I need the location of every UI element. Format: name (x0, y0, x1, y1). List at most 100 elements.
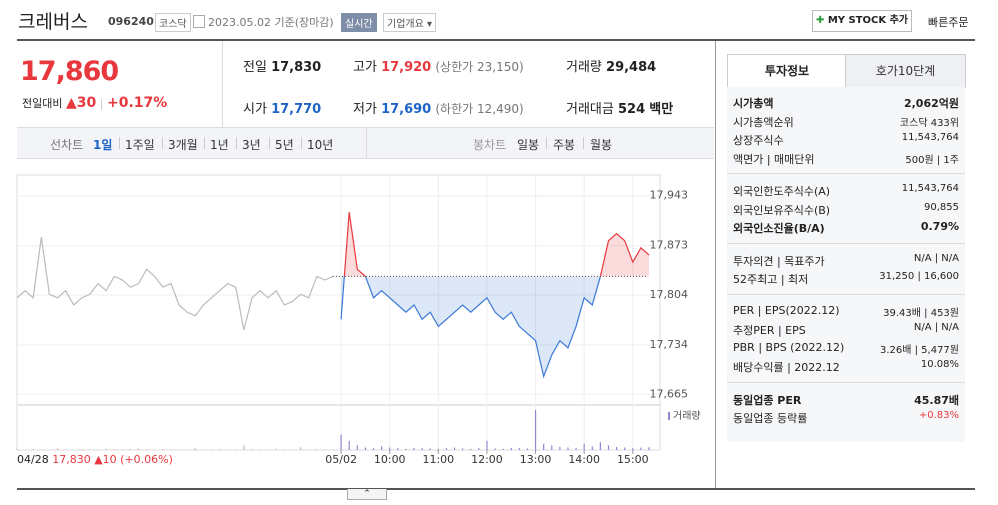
summary-amount: 거래대금 524 백만 (566, 98, 673, 117)
volume-bar (381, 446, 383, 450)
volume-bar (413, 447, 415, 450)
volume-bar (397, 448, 399, 450)
y-tick-label: 17,665 (650, 387, 689, 400)
plot-frame (16, 174, 661, 451)
tab[interactable]: 주봉 (553, 138, 576, 152)
info-value: 3.26배 | 5,477원 (879, 344, 959, 356)
realtime-button[interactable]: 실시간 (341, 13, 377, 32)
value: 17,770 (271, 102, 322, 117)
info-value: 코스닥 433위 (899, 117, 959, 129)
volume-bar (494, 448, 496, 450)
lower-limit: (하한가 12,490) (435, 102, 524, 116)
collapse-button[interactable]: ⌃ (347, 489, 387, 500)
tab[interactable]: 일봉 (517, 138, 540, 152)
volume-bar (275, 448, 277, 450)
separator (204, 137, 205, 149)
section-divider (727, 242, 965, 244)
info-label: 투자의견 | 목표주가 (733, 254, 825, 268)
info-label: 외국인한도주식수(A) (733, 185, 831, 198)
y-tick-label: 17,804 (650, 288, 689, 301)
volume-bar (137, 448, 140, 450)
tab[interactable]: 3년 (242, 138, 261, 152)
value: 29,484 (606, 60, 657, 75)
volume-bar (235, 449, 237, 450)
tab[interactable]: 투자정보 (727, 54, 847, 87)
info-value: 39.43배 | 453원 (883, 307, 959, 319)
mystock-button[interactable]: ✚ MY STOCK 추가 (812, 10, 912, 32)
volume-bar (56, 448, 59, 450)
volume-bar (607, 445, 610, 450)
value: 17,690 (381, 102, 432, 117)
change: 30 (76, 95, 97, 111)
mystock-label: MY STOCK 추가 (827, 15, 909, 26)
volume-bar (186, 449, 188, 450)
volume-bar (615, 446, 618, 450)
summary-volume: 거래량 29,484 (566, 56, 656, 75)
volume-bar (640, 447, 642, 450)
volume-bar (299, 447, 302, 450)
volume-bar (243, 445, 245, 450)
summary-high: 고가 17,920 (상한가 23,150) (353, 56, 524, 75)
volume-bar (518, 448, 520, 450)
volume-bar (551, 445, 553, 450)
change-label: 전일대비 (22, 97, 63, 110)
info-label: 추정PER | EPS (733, 324, 806, 337)
volume-bar (567, 447, 569, 450)
volume-bar (437, 448, 439, 450)
tab[interactable]: 1일 (93, 138, 113, 152)
tab[interactable]: 월봉 (590, 138, 613, 152)
volume-bar (583, 443, 585, 450)
date: 04/28 (17, 453, 49, 466)
separator (546, 137, 547, 149)
volume-bar (356, 445, 358, 450)
volume-bar (316, 449, 318, 450)
volume-bar (364, 447, 367, 450)
volume-bar (170, 449, 172, 450)
tab[interactable]: 10년 (307, 138, 334, 152)
legend-swatch (668, 412, 670, 420)
volume-bar (405, 448, 407, 450)
y-tick-label: 17,943 (650, 189, 689, 202)
divider (366, 128, 367, 158)
quick-order[interactable]: 빠른주문 (928, 16, 969, 29)
info-label: 상장주식수 (733, 134, 784, 147)
info-label: PBR | BPS (2022.12) (733, 340, 845, 354)
info-value: 500원 | 1주 (905, 154, 959, 166)
info-value: 31,250 | 16,600 (879, 271, 959, 282)
tab[interactable]: 5년 (275, 138, 294, 152)
label: 시가 (243, 102, 267, 117)
volume-bar (632, 448, 634, 450)
tab[interactable]: 1년 (210, 138, 229, 152)
volume-bar (453, 447, 456, 450)
summary-open: 시가 17,770 (243, 98, 321, 117)
info-label: 배당수익률 | 2022.12 (733, 361, 840, 374)
x-tick-label: 05/02 (325, 453, 357, 466)
volume-bar (559, 446, 561, 450)
stock-code: 096240 (108, 15, 154, 28)
separator (119, 137, 120, 149)
volume-bar (218, 449, 221, 450)
tab[interactable]: 1주일 (125, 138, 155, 152)
volume-bar (624, 447, 626, 450)
volume-bar (129, 449, 132, 450)
legend-label: 거래량 (673, 410, 701, 422)
volume-bar (534, 410, 537, 450)
company-info-button[interactable]: 기업개요 ▾ (383, 13, 437, 32)
volume-bar (421, 448, 423, 450)
tab-group-label: 선차트 (50, 138, 84, 152)
value: 524 (617, 102, 646, 117)
info-label: 동일업종 PER (733, 393, 802, 407)
tab[interactable]: 3개월 (168, 138, 198, 152)
volume-bar (162, 449, 164, 450)
volume-bar (486, 440, 488, 450)
volume-bar (510, 447, 512, 450)
x-tick-label: 10:00 (374, 453, 406, 466)
info-value: 2,062억원 (903, 97, 959, 110)
volume-bar (332, 449, 334, 450)
info-label: 외국인보유주식수(B) (733, 203, 831, 217)
volume-bar (348, 440, 350, 450)
tab[interactable]: 호가10단계 (845, 54, 966, 88)
info-label: PER | EPS(2022.12) (733, 303, 840, 317)
volume-bar (210, 449, 213, 450)
